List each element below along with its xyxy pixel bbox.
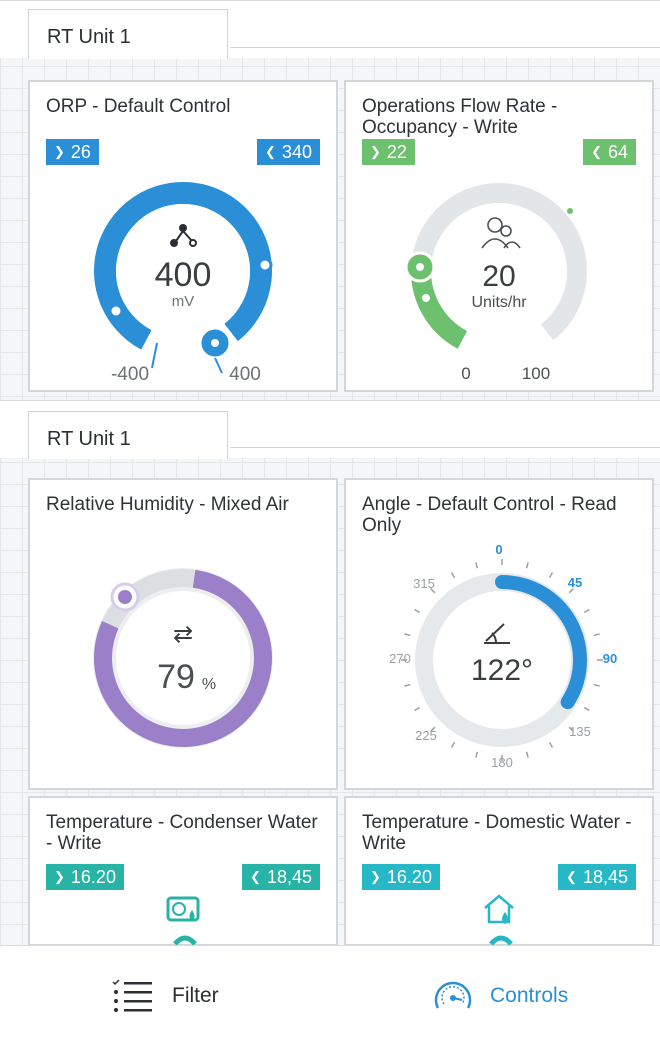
dial-tick [568, 726, 574, 732]
section-header: RT Unit 1 [0, 0, 660, 59]
filter-label: Filter [172, 984, 219, 1007]
chevron-down-icon: ❯ [54, 869, 65, 884]
high-limit-badge[interactable]: ❮ 18,45 [242, 864, 320, 890]
gauge-value: 400 [155, 256, 212, 294]
dial-tick [414, 706, 421, 712]
min-label: 0 [461, 364, 470, 383]
tick-label: 135 [569, 724, 591, 739]
dial-tick [583, 608, 590, 614]
low-limit-badge[interactable]: ❯ 26 [46, 139, 99, 165]
dial-tick [548, 572, 554, 579]
max-label: 400 [229, 364, 261, 383]
chevron-up-icon: ❮ [591, 144, 602, 159]
high-handle[interactable] [567, 208, 573, 214]
dial-tick [475, 562, 479, 569]
flow-rate-card[interactable]: Operations Flow Rate - Occupancy - Write… [344, 80, 654, 392]
orp-card[interactable]: ORP - Default Control ❯ 26 ❮ 340 400 mV … [28, 80, 338, 392]
high-limit-badge[interactable]: ❮ 340 [257, 139, 320, 165]
angle-gauge: 0 45 90 135 180 225 270 315 122° [389, 542, 617, 770]
card-title: Operations Flow Rate - Occupancy - Write [362, 96, 558, 138]
temperature-domestic-card[interactable]: Temperature - Domestic Water - Write ❯ 1… [344, 796, 654, 946]
chevron-down-icon: ❯ [370, 869, 381, 884]
tick-label: 315 [413, 576, 435, 591]
tick-label: 270 [389, 651, 411, 666]
humidity-gauge[interactable]: ⇄ 79 % [88, 558, 278, 758]
dial-tick [450, 572, 456, 579]
dial-tick [525, 562, 529, 569]
card-title: ORP - Default Control [46, 96, 231, 117]
chevron-up-icon: ❮ [265, 144, 276, 159]
dial-tick [525, 751, 529, 758]
dial-tick [583, 706, 590, 712]
domestic-water-icon [484, 894, 514, 946]
flow-gauge[interactable]: 20 Units/hr 0 100 [396, 168, 602, 383]
dial-tick [430, 588, 436, 594]
orp-gauge[interactable]: 400 mV -400 400 [80, 168, 286, 383]
card-title: Angle - Default Control - Read Only [362, 494, 617, 536]
gauge-value: 122° [471, 654, 533, 687]
controls-label: Controls [490, 984, 569, 1007]
max-label: 100 [522, 364, 550, 383]
tick-label: 45 [568, 575, 582, 590]
chevron-down-icon: ❯ [370, 144, 381, 159]
gauge-unit: Units/hr [471, 294, 527, 311]
high-handle[interactable] [257, 257, 273, 273]
filter-button[interactable]: Filter [112, 976, 219, 1016]
high-limit-badge[interactable]: ❮ 64 [583, 139, 636, 165]
bottom-navigation: Filter Controls [0, 945, 660, 1046]
low-handle[interactable] [420, 292, 432, 304]
section-tab[interactable]: RT Unit 1 [28, 9, 228, 59]
condenser-icon [166, 896, 200, 946]
tick-label: 0 [495, 542, 502, 557]
dial-tick [568, 588, 574, 594]
low-handle[interactable] [108, 303, 124, 319]
gauge-unit: % [202, 676, 216, 693]
card-title: Relative Humidity - Mixed Air [46, 494, 289, 515]
dial-tick [593, 633, 600, 637]
gauge-icon [434, 981, 472, 1009]
tick-label: 180 [491, 755, 513, 770]
low-limit-badge[interactable]: ❯ 16.20 [362, 864, 440, 890]
temperature-condenser-card[interactable]: Temperature - Condenser Water - Write ❯ … [28, 796, 338, 946]
card-title: Temperature - Condenser Water - Write [46, 812, 318, 854]
chevron-up-icon: ❮ [566, 869, 577, 884]
dial-tick [475, 751, 479, 758]
filter-list-icon [112, 979, 152, 1012]
chevron-down-icon: ❯ [54, 144, 65, 159]
gauge-value: 20 [482, 260, 515, 293]
chevron-up-icon: ❮ [250, 869, 261, 884]
section-title: RT Unit 1 [47, 428, 131, 450]
shuffle-icon: ⇄ [173, 621, 193, 648]
people-icon [481, 217, 521, 249]
angle-card[interactable]: Angle - Default Control - Read Only 0 45… [344, 478, 654, 790]
dial-tick [404, 633, 411, 637]
section-header: RT Unit 1 [0, 400, 660, 459]
network-icon [170, 224, 197, 247]
dial-tick [450, 741, 456, 748]
dial-tick [414, 608, 421, 614]
section-title: RT Unit 1 [47, 26, 131, 48]
dial-tick [548, 741, 554, 748]
dial-tick [593, 683, 600, 687]
min-label: -400 [111, 364, 149, 383]
low-limit-badge[interactable]: ❯ 16.20 [46, 864, 124, 890]
angle-icon [484, 623, 510, 644]
gauge-value: 79 [157, 658, 195, 696]
section-tab[interactable]: RT Unit 1 [28, 411, 228, 459]
humidity-card[interactable]: Relative Humidity - Mixed Air ⇄ 79 % [28, 478, 338, 790]
dial-tick [404, 683, 411, 687]
tick-label: 225 [415, 728, 437, 743]
low-limit-badge[interactable]: ❯ 22 [362, 139, 415, 165]
gauge-unit: mV [172, 293, 195, 310]
high-limit-badge[interactable]: ❮ 18,45 [558, 864, 636, 890]
card-title: Temperature - Domestic Water - Write [362, 812, 632, 854]
tick-label: 90 [603, 651, 617, 666]
dial-tick [430, 726, 436, 732]
controls-button[interactable]: Controls [432, 976, 568, 1016]
